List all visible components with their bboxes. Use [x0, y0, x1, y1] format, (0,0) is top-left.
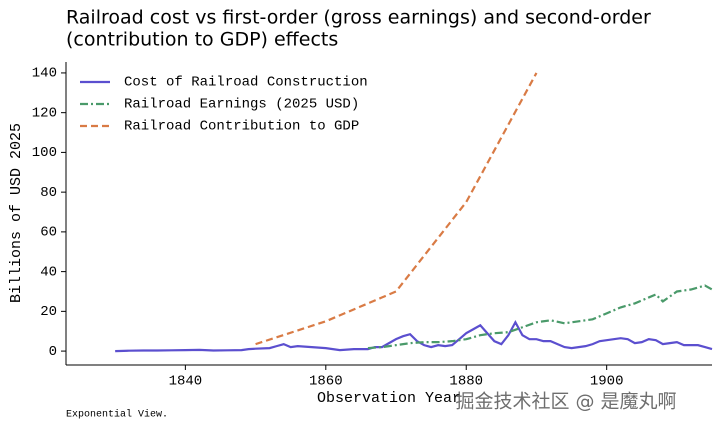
y-tick-label: 100 — [32, 145, 57, 161]
chart-subtitle: (contribution to GDP) effects — [66, 29, 338, 51]
y-tick-label: 140 — [32, 66, 57, 82]
series-line — [115, 319, 713, 353]
y-tick-label: 20 — [40, 304, 57, 320]
series-line — [367, 284, 713, 350]
x-tick-label: 1860 — [309, 374, 343, 390]
x-tick-label: 1880 — [449, 374, 483, 390]
chart-title: Railroad cost vs first-order (gross earn… — [66, 7, 651, 29]
watermark: 掘金技术社区 @ 是魔丸啊 — [455, 391, 676, 413]
legend-label: Railroad Earnings (2025 USD) — [124, 97, 359, 113]
x-tick-label: 1840 — [169, 374, 203, 390]
x-axis-label: Observation Year — [317, 390, 461, 407]
y-tick-label: 60 — [40, 225, 57, 241]
legend-label: Railroad Contribution to GDP — [124, 119, 359, 135]
y-tick-label: 120 — [32, 105, 57, 121]
series-line — [255, 72, 538, 346]
y-axis-label: Billions of USD 2025 — [8, 123, 25, 303]
y-tick-label: 80 — [40, 185, 57, 201]
y-tick-label: 0 — [49, 344, 57, 360]
x-tick-label: 1900 — [590, 374, 624, 390]
legend-label: Cost of Railroad Construction — [124, 75, 368, 91]
y-tick-label: 40 — [40, 264, 57, 280]
source: Exponential View. — [66, 409, 168, 421]
